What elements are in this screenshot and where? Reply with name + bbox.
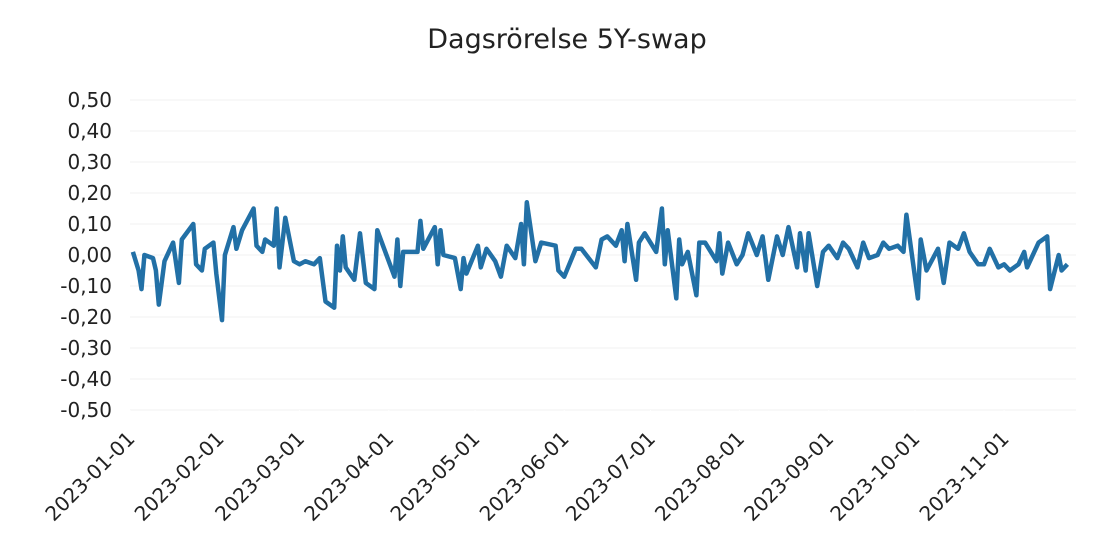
x-tick-label: 2023-04-01 [299,427,398,526]
x-tick-label: 2023-05-01 [385,427,484,526]
y-tick-label: 0,50 [67,88,112,112]
x-tick-label: 2023-10-01 [825,427,924,526]
data-line [130,200,1070,323]
y-tick-label: 0,30 [67,150,112,174]
x-tick-label: 2023-06-01 [475,427,574,526]
y-tick-label: -0,40 [60,367,112,391]
y-tick-label: -0,10 [60,274,112,298]
x-tick-label: 2023-09-01 [739,427,838,526]
y-tick-label: 0,00 [67,243,112,267]
y-tick-label: -0,50 [60,398,112,422]
y-tick-label: 0,10 [67,212,112,236]
x-tick-label: 2023-01-01 [40,427,139,526]
x-tick-label: 2023-07-01 [561,427,660,526]
y-tick-label: 0,20 [67,181,112,205]
x-tick-label: 2023-11-01 [914,427,1013,526]
chart-title: Dagsrörelse 5Y-swap [427,24,707,55]
x-tick-label: 2023-08-01 [650,427,749,526]
y-tick-label: -0,30 [60,336,112,360]
y-tick-label: 0,40 [67,119,112,143]
y-tick-label: -0,20 [60,305,112,329]
